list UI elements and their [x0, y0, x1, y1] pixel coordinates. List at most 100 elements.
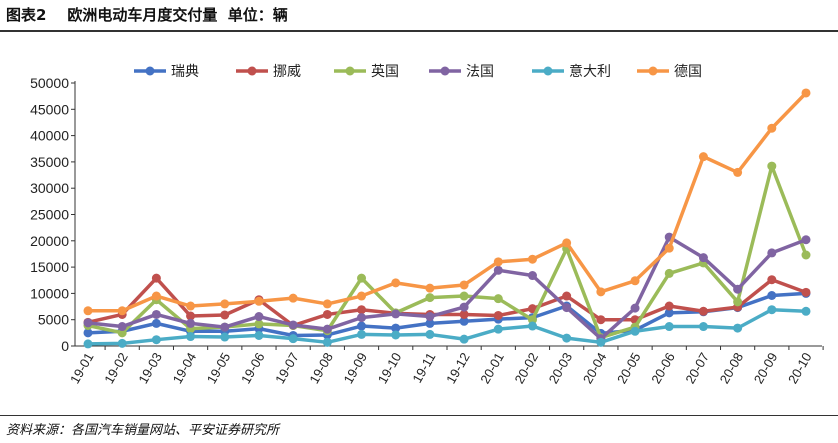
data-point: [357, 329, 367, 339]
data-point: [664, 308, 674, 318]
data-point: [83, 339, 93, 349]
series-line: [87, 164, 808, 340]
data-point: [664, 301, 674, 311]
data-point: [425, 318, 435, 328]
x-tick-label: 20-08: [717, 350, 747, 386]
series-line: [88, 91, 808, 313]
legend-marker: [648, 66, 658, 76]
x-tick-label: 20-10: [785, 350, 815, 386]
data-point: [391, 309, 401, 319]
legend-label: 瑞典: [171, 64, 199, 80]
data-point: [767, 248, 777, 258]
data-point: [220, 332, 230, 342]
data-point: [220, 299, 230, 309]
data-point: [493, 265, 503, 275]
data-point: [459, 302, 469, 312]
legend-label: 德国: [674, 64, 702, 80]
legend-label: 挪威: [273, 64, 301, 80]
data-point: [459, 316, 469, 326]
x-tick-label: 20-01: [477, 350, 507, 386]
data-point: [733, 284, 743, 294]
data-point: [186, 332, 196, 342]
y-tick-label: 35000: [30, 154, 69, 170]
x-tick-label: 20-05: [614, 350, 644, 386]
data-point: [493, 324, 503, 334]
data-point: [527, 315, 537, 325]
data-point: [220, 322, 230, 332]
legend-label: 英国: [371, 63, 399, 80]
data-point: [801, 235, 811, 245]
data-point: [288, 293, 298, 303]
x-tick-label: 19-04: [170, 350, 200, 386]
y-tick-label: 5000: [38, 312, 69, 328]
legend-marker: [440, 66, 450, 76]
data-point: [664, 322, 674, 332]
data-point: [322, 337, 332, 347]
data-point: [391, 323, 401, 333]
data-point: [151, 273, 161, 283]
data-point: [801, 287, 811, 297]
data-point: [801, 88, 811, 98]
y-tick-label: 40000: [30, 128, 69, 144]
x-tick-label: 20-07: [682, 350, 712, 386]
data-point: [698, 322, 708, 332]
data-point: [425, 293, 435, 303]
y-tick-label: 20000: [30, 233, 69, 249]
line-chart: 0 5000 10000 15000 20000 25000 30000 35000 40000…: [30, 63, 824, 386]
data-point: [527, 321, 537, 331]
data-point: [801, 306, 811, 316]
data-point: [117, 306, 127, 316]
data-point: [527, 271, 537, 281]
y-tick-label: 10000: [30, 285, 69, 301]
data-point: [698, 152, 708, 162]
data-point: [596, 337, 606, 347]
data-point: [151, 318, 161, 328]
data-point: [322, 299, 332, 309]
x-tick-label: 20-02: [511, 350, 541, 386]
y-tick-label: 25000: [30, 207, 69, 223]
legend-label: 意大利: [569, 63, 611, 80]
data-point: [391, 278, 401, 288]
data-point: [493, 257, 503, 267]
y-tick-label: 15000: [30, 259, 69, 275]
data-point: [151, 291, 161, 301]
data-point: [767, 123, 777, 133]
data-point: [459, 309, 469, 319]
data-point: [117, 328, 127, 338]
x-tick-label: 19-08: [306, 350, 336, 386]
legend-marker: [345, 66, 355, 76]
data-point: [733, 323, 743, 333]
x-tick-label: 19-12: [443, 350, 473, 386]
x-tick-label: 19-06: [238, 350, 268, 386]
data-point: [459, 291, 469, 301]
y-tick-label: 50000: [30, 75, 69, 91]
data-point: [288, 320, 298, 330]
data-point: [493, 310, 503, 320]
data-point: [664, 243, 674, 253]
data-point: [357, 321, 367, 331]
data-point: [254, 312, 264, 322]
figure-title: 图表2 欧洲电动车月度交付量 单位：辆: [6, 6, 288, 24]
x-tick-label: 19-07: [272, 350, 302, 386]
data-point: [630, 326, 640, 336]
data-point: [151, 309, 161, 319]
data-point: [698, 306, 708, 316]
data-point: [562, 291, 572, 301]
data-point: [254, 296, 264, 306]
data-point: [83, 328, 93, 338]
x-tick-label: 20-04: [580, 350, 610, 386]
data-point: [767, 275, 777, 285]
title-divider: [0, 30, 838, 32]
data-point: [83, 306, 93, 316]
data-point: [357, 291, 367, 301]
data-point: [767, 291, 777, 301]
series-line: [87, 235, 807, 341]
data-point: [664, 268, 674, 278]
data-point: [425, 283, 435, 293]
data-point: [527, 254, 537, 264]
data-point: [322, 324, 332, 334]
data-point: [562, 238, 572, 248]
data-point: [596, 315, 606, 325]
data-point: [391, 330, 401, 340]
data-point: [425, 329, 435, 339]
